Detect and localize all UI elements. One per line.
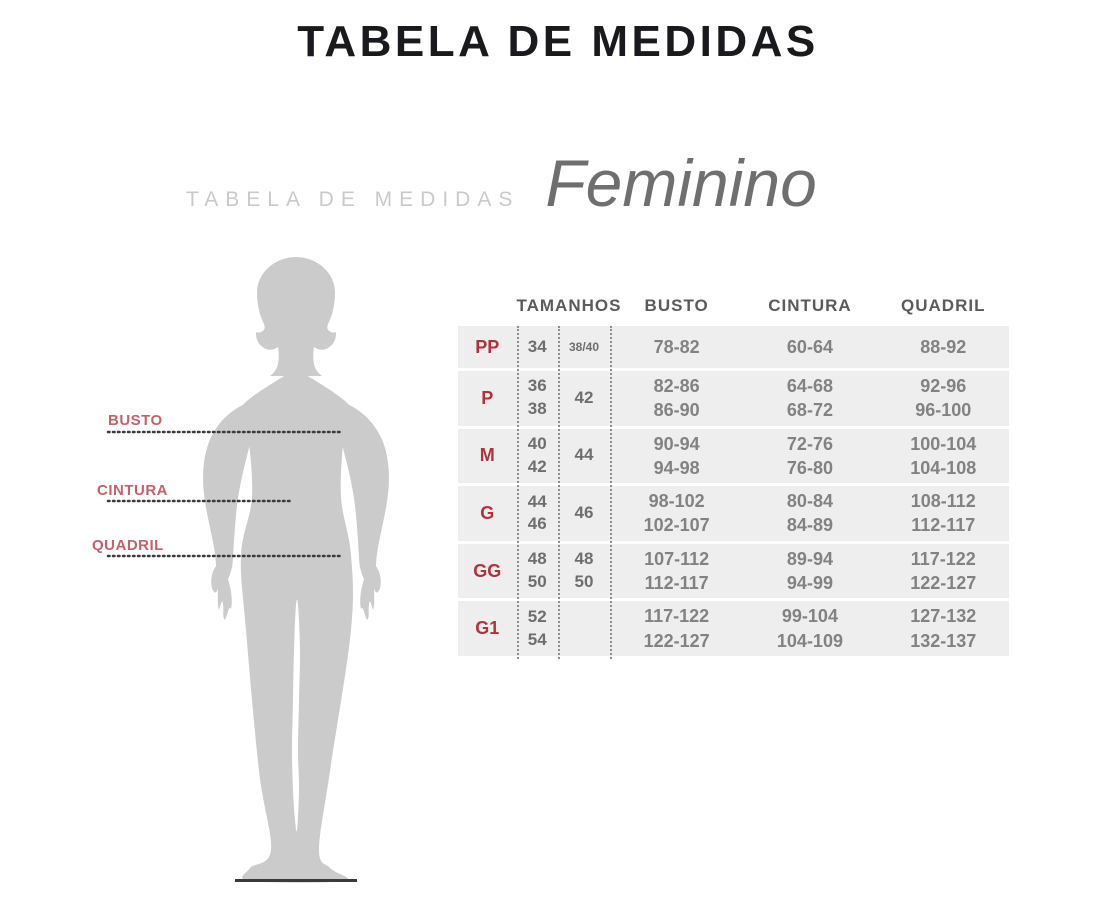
svg-text:CINTURA: CINTURA [97,482,168,499]
svg-text:BUSTO: BUSTO [108,412,163,429]
svg-text:QUADRIL: QUADRIL [92,537,164,554]
